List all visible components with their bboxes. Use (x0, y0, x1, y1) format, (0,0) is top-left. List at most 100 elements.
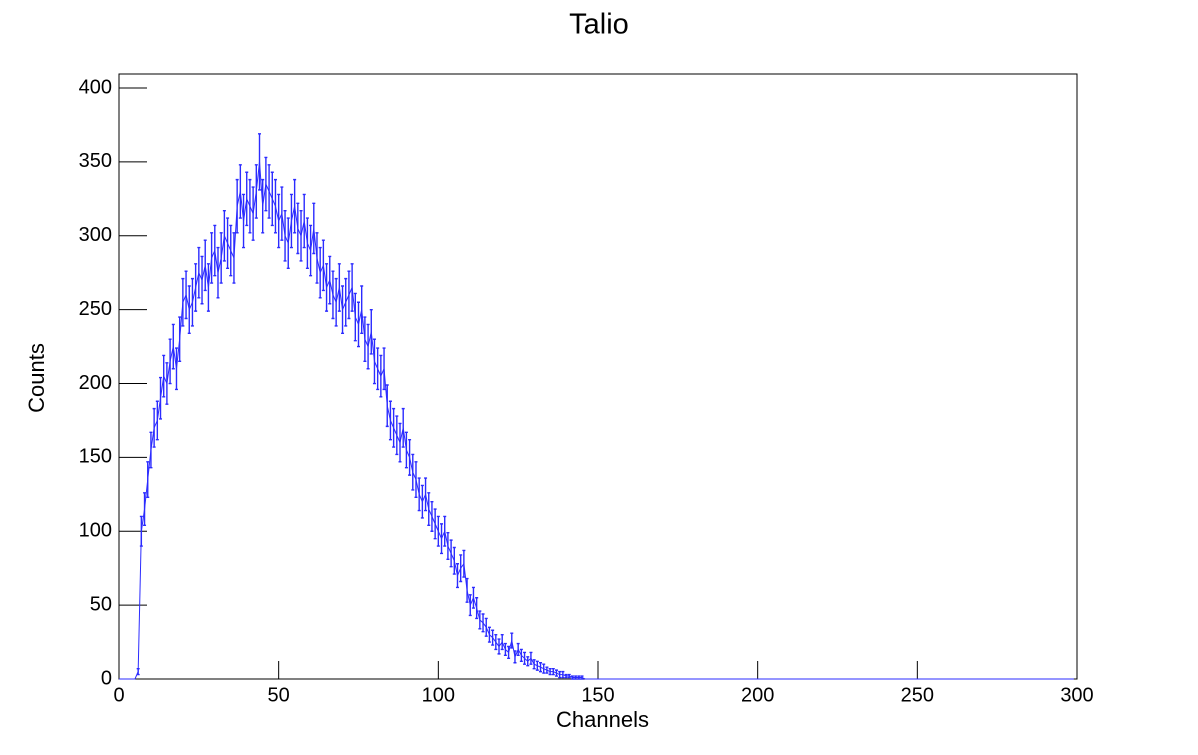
error-bar (312, 202, 316, 255)
error-bar (545, 666, 549, 674)
error-bar (535, 660, 539, 671)
error-bar (487, 626, 491, 643)
error-bar (398, 422, 402, 463)
error-bar (424, 477, 428, 512)
y-tick-label: 100 (79, 520, 112, 542)
error-bar (494, 633, 498, 651)
error-bar (414, 461, 418, 498)
error-bar (213, 224, 217, 277)
x-tick-label: 300 (1060, 684, 1093, 706)
error-bar (143, 492, 147, 527)
error-bar (178, 316, 182, 363)
error-bar (388, 400, 392, 441)
error-bar (264, 156, 268, 212)
error-bar (567, 673, 571, 679)
x-tick-label: 250 (901, 684, 934, 706)
y-tick-label: 400 (79, 76, 112, 98)
error-bar (539, 662, 543, 673)
error-bar (289, 193, 293, 249)
x-tick-label: 0 (113, 684, 124, 706)
error-bar (564, 673, 568, 679)
error-bar (155, 400, 159, 441)
error-bar (500, 633, 504, 651)
error-bar (194, 263, 198, 312)
error-bar (513, 650, 517, 664)
error-bar (443, 515, 447, 547)
error-bar (238, 164, 242, 219)
error-bar (532, 659, 536, 670)
error-bar (446, 532, 450, 561)
error-bar (226, 217, 230, 269)
error-bar (181, 277, 185, 327)
error-bar (404, 431, 408, 469)
error-bar (334, 277, 338, 327)
error-bar (484, 617, 488, 637)
error-bar (302, 193, 306, 249)
error-bar (344, 277, 348, 327)
error-bar (159, 376, 163, 420)
error-bar (452, 546, 456, 575)
y-tick-label: 350 (79, 150, 112, 172)
error-bar (427, 492, 431, 527)
error-bar (139, 515, 143, 547)
error-bar (174, 347, 178, 391)
error-bar (558, 670, 562, 679)
error-bar (561, 670, 565, 679)
error-bar (321, 239, 325, 292)
error-bar (468, 594, 472, 617)
error-bar (168, 338, 172, 385)
error-bar (296, 202, 300, 255)
error-bar (251, 186, 255, 241)
error-bar (554, 669, 558, 677)
error-bar (353, 292, 357, 342)
error-bar (273, 178, 277, 234)
error-bar (187, 285, 191, 334)
error-bar (149, 431, 153, 469)
error-bar (216, 246, 220, 299)
error-bar (548, 667, 552, 676)
error-bar (436, 515, 440, 547)
error-bar (417, 477, 421, 512)
error-bar (219, 232, 223, 284)
error-bar (519, 648, 523, 662)
error-bar (245, 171, 249, 227)
y-tick-label: 200 (79, 372, 112, 394)
x-tick-label: 150 (581, 684, 614, 706)
error-bar (580, 675, 584, 680)
error-bar (152, 407, 156, 448)
error-bar (325, 263, 329, 312)
error-bar (574, 675, 578, 680)
error-bar (411, 453, 415, 491)
error-bar (222, 209, 226, 262)
error-bar (529, 651, 533, 665)
error-bar (347, 270, 351, 320)
error-bar (382, 347, 386, 391)
y-axis-label: Counts (24, 343, 49, 413)
chart-title: Talio (569, 9, 629, 41)
error-bar (331, 270, 335, 320)
error-bar (197, 246, 201, 299)
error-bar (293, 178, 297, 234)
error-bar (328, 255, 332, 305)
error-bar (420, 484, 424, 519)
error-bar (146, 461, 150, 498)
error-bar (455, 563, 459, 589)
error-bar (507, 645, 511, 660)
x-tick-label: 100 (422, 684, 455, 706)
error-bar (258, 133, 262, 191)
error-bar (203, 239, 207, 292)
error-bar (401, 407, 405, 448)
error-bar (510, 632, 514, 649)
error-bar (433, 508, 437, 540)
y-tick-label: 250 (79, 298, 112, 320)
error-bar (280, 186, 284, 241)
error-bar (430, 501, 434, 532)
x-tick-label: 200 (741, 684, 774, 706)
x-tick-label: 50 (268, 684, 290, 706)
error-bar (523, 651, 527, 665)
error-bar (299, 209, 303, 262)
error-bar (229, 224, 233, 277)
error-bar (318, 246, 322, 299)
error-bar (462, 549, 466, 578)
